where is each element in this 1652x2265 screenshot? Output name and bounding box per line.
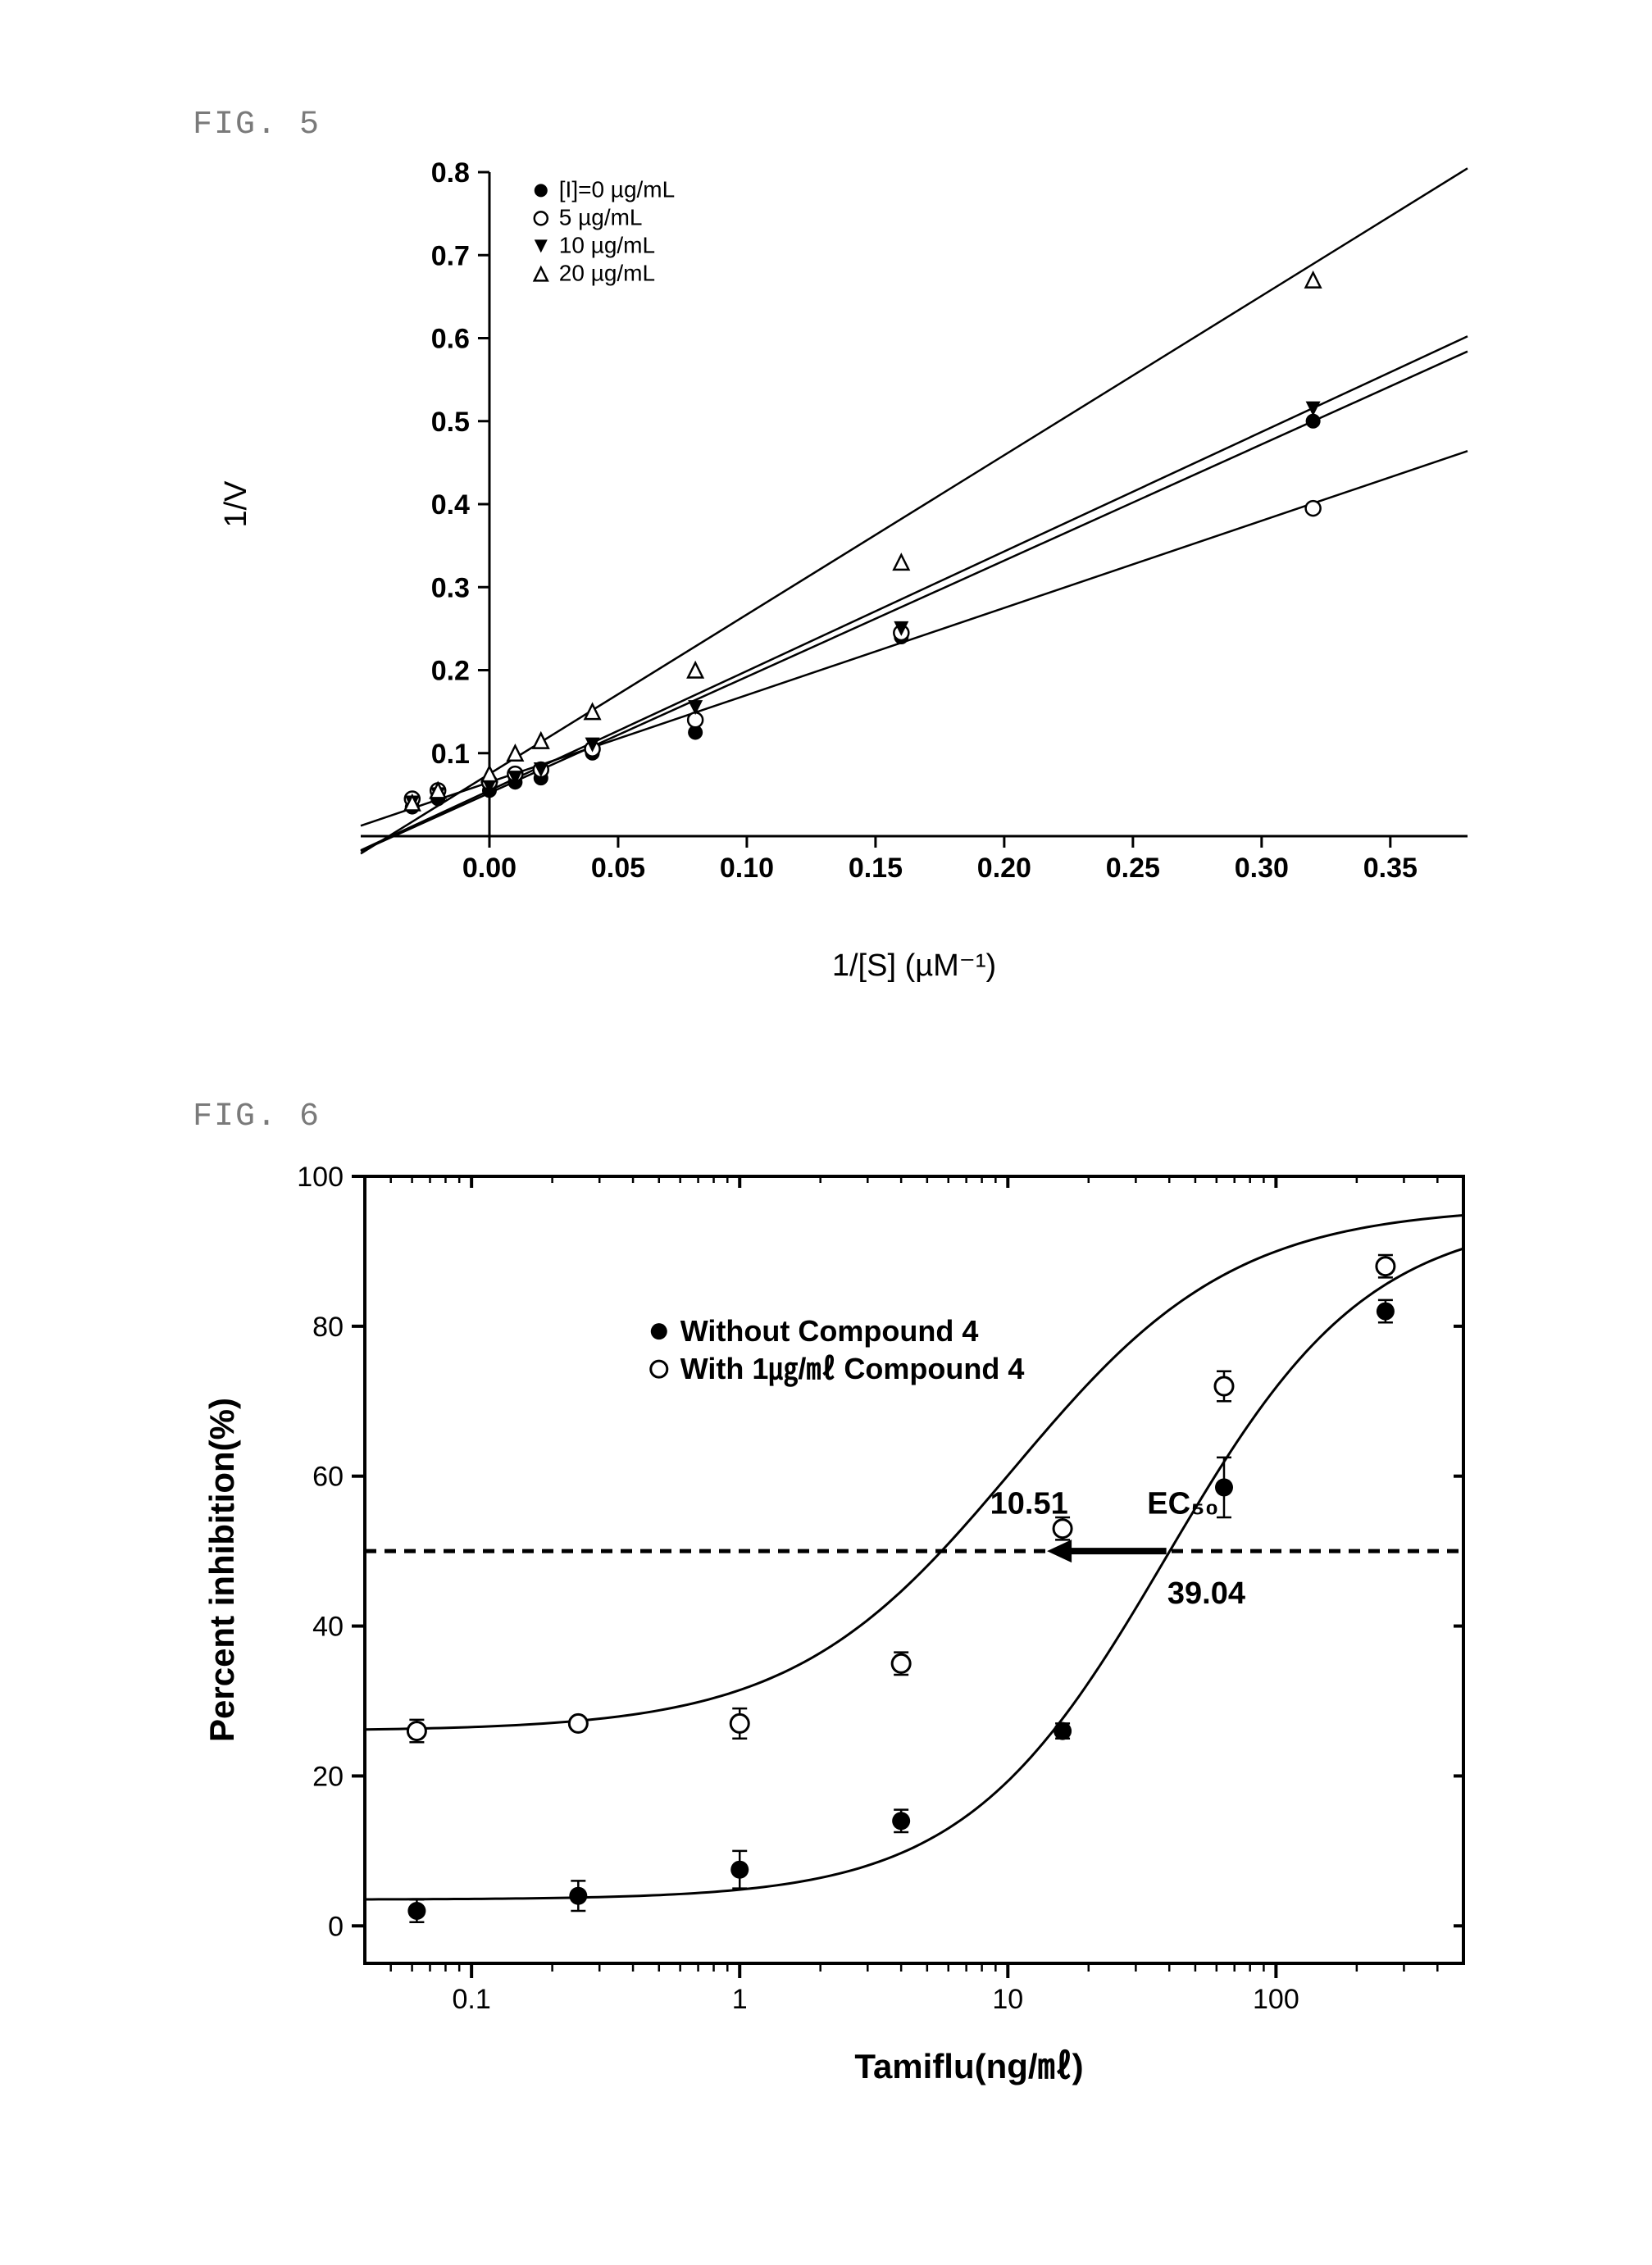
svg-text:0.05: 0.05 bbox=[591, 853, 645, 884]
svg-text:20 µg/mL: 20 µg/mL bbox=[559, 260, 655, 285]
svg-text:1/V: 1/V bbox=[219, 480, 253, 528]
svg-text:40: 40 bbox=[312, 1612, 344, 1643]
svg-text:0.30: 0.30 bbox=[1235, 853, 1289, 884]
svg-text:1: 1 bbox=[732, 1984, 748, 2015]
svg-text:0.10: 0.10 bbox=[720, 853, 774, 884]
figure-6-chart: 0.1 1 10 100 0 20 40 60 80 100 Tamiflu(ng/㎖) Percen… bbox=[176, 1135, 1521, 2119]
svg-text:0.20: 0.20 bbox=[977, 853, 1031, 884]
svg-text:0.6: 0.6 bbox=[431, 324, 470, 355]
figure-6-label: FIG. 6 bbox=[193, 1098, 321, 1135]
svg-text:39.04: 39.04 bbox=[1167, 1576, 1245, 1611]
svg-text:Tamiflu(ng/㎖): Tamiflu(ng/㎖) bbox=[854, 2047, 1083, 2085]
svg-text:100: 100 bbox=[297, 1162, 344, 1193]
svg-text:80: 80 bbox=[312, 1312, 344, 1343]
svg-text:1/[S] (µM⁻¹): 1/[S] (µM⁻¹) bbox=[832, 948, 996, 983]
svg-text:0.25: 0.25 bbox=[1106, 853, 1160, 884]
svg-text:10: 10 bbox=[992, 1984, 1023, 2015]
svg-text:0.15: 0.15 bbox=[849, 853, 903, 884]
svg-text:With 1㎍/㎖ Compound 4: With 1㎍/㎖ Compound 4 bbox=[680, 1352, 1025, 1387]
svg-text:100: 100 bbox=[1253, 1984, 1299, 2015]
svg-text:0.3: 0.3 bbox=[431, 572, 470, 603]
svg-text:Percent inhibition(%): Percent inhibition(%) bbox=[203, 1398, 241, 1742]
svg-text:0.8: 0.8 bbox=[431, 157, 470, 189]
svg-text:10 µg/mL: 10 µg/mL bbox=[559, 232, 655, 257]
svg-text:60: 60 bbox=[312, 1462, 344, 1493]
svg-text:0.35: 0.35 bbox=[1363, 853, 1418, 884]
svg-text:0.2: 0.2 bbox=[431, 656, 470, 687]
svg-text:EC₅₀: EC₅₀ bbox=[1147, 1486, 1218, 1521]
svg-text:0.5: 0.5 bbox=[431, 407, 470, 438]
svg-text:0.00: 0.00 bbox=[462, 853, 517, 884]
svg-text:5 µg/mL: 5 µg/mL bbox=[559, 204, 643, 230]
figure-5-chart: 0.00 0.05 0.10 0.15 0.20 0.25 0.30 0.35 0.1 0.2 0.… bbox=[189, 139, 1517, 1025]
svg-text:0.1: 0.1 bbox=[431, 739, 470, 770]
svg-text:0.7: 0.7 bbox=[431, 240, 470, 271]
svg-text:10.51: 10.51 bbox=[990, 1486, 1068, 1521]
svg-text:20: 20 bbox=[312, 1761, 344, 1792]
svg-text:0.4: 0.4 bbox=[431, 489, 470, 521]
svg-text:Without Compound 4: Without Compound 4 bbox=[680, 1314, 979, 1348]
svg-text:0.1: 0.1 bbox=[453, 1984, 491, 2015]
svg-text:[I]=0 µg/mL: [I]=0 µg/mL bbox=[559, 176, 675, 202]
figure-5-label: FIG. 5 bbox=[193, 107, 321, 143]
svg-text:0: 0 bbox=[328, 1911, 344, 1942]
page-container: FIG. 5 0.000.050.100.150.200.250.300.350… bbox=[0, 0, 1652, 2265]
